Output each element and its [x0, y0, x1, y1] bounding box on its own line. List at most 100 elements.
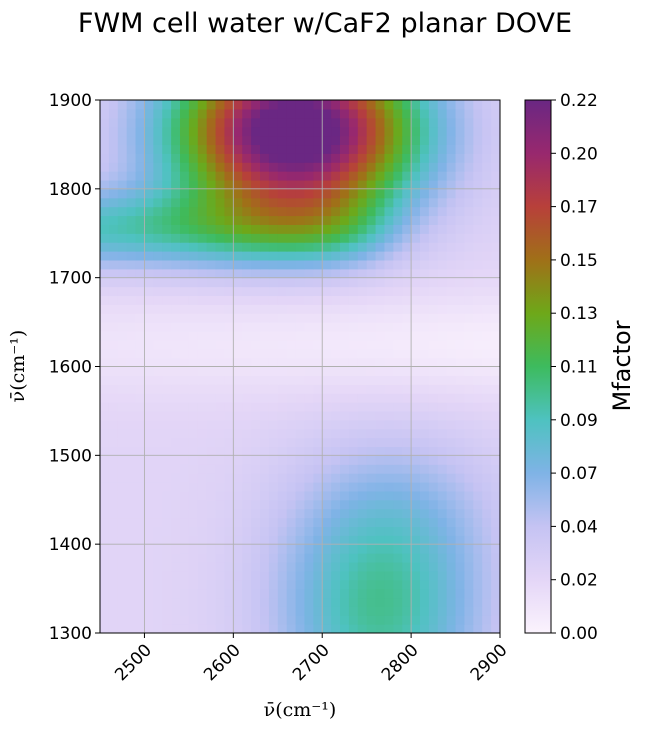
colorbar-tick-label: 0.02: [560, 571, 598, 591]
heatmap-cell: [108, 464, 119, 474]
heatmap-cell: [180, 499, 190, 510]
heatmap-cell: [277, 108, 288, 119]
heatmap-cell: [393, 553, 403, 563]
heatmap-cell: [180, 117, 190, 128]
heatmap-cell: [277, 490, 288, 501]
heatmap-cell: [197, 410, 208, 421]
heatmap-cell: [313, 393, 323, 403]
heatmap-cell: [322, 108, 332, 119]
heatmap-cell: [348, 153, 359, 163]
heatmap-cell: [171, 499, 181, 510]
heatmap-cell: [411, 517, 421, 527]
heatmap-cell: [153, 579, 163, 590]
heatmap-cell: [455, 615, 466, 625]
heatmap-cell: [331, 535, 341, 545]
heatmap-cell: [277, 339, 288, 350]
heatmap-cell: [420, 348, 430, 359]
heatmap-cell: [162, 579, 172, 590]
heatmap-cell: [402, 481, 412, 492]
heatmap-cell: [180, 588, 190, 599]
heatmap-cell: [162, 624, 172, 633]
heatmap-cell: [268, 481, 279, 492]
heatmap-cell: [233, 286, 243, 297]
heatmap-cell: [331, 419, 341, 430]
heatmap-cell: [180, 624, 190, 633]
heatmap-cell: [304, 135, 314, 146]
heatmap-cell: [366, 481, 377, 492]
heatmap-cell: [348, 402, 359, 412]
heatmap-cell: [268, 579, 279, 590]
heatmap-cell: [446, 224, 457, 234]
heatmap-cell: [446, 295, 457, 305]
heatmap-cell: [260, 242, 270, 252]
heatmap-cell: [108, 615, 119, 625]
heatmap-cell: [375, 179, 386, 190]
heatmap-cell: [100, 277, 110, 288]
heatmap-cell: [455, 606, 466, 616]
heatmap-cell: [446, 126, 457, 137]
heatmap-cell: [366, 393, 377, 403]
heatmap-cell: [482, 419, 492, 430]
heatmap-cell: [402, 171, 412, 181]
heatmap-cell: [366, 624, 377, 633]
heatmap-cell: [393, 277, 403, 288]
heatmap-cell: [108, 624, 119, 633]
heatmap-cell: [108, 579, 119, 590]
heatmap-cell: [260, 481, 270, 492]
heatmap-cell: [242, 268, 252, 279]
heatmap-cell: [437, 277, 448, 288]
heatmap-cell: [242, 117, 252, 128]
heatmap-cell: [197, 402, 208, 412]
heatmap-cell: [348, 526, 359, 536]
heatmap-cell: [126, 473, 137, 483]
heatmap-cell: [188, 544, 199, 554]
heatmap-cell: [286, 428, 297, 439]
heatmap-cell: [126, 553, 137, 563]
heatmap-cell: [420, 490, 430, 501]
heatmap-cell: [464, 588, 474, 599]
heatmap-cell: [197, 330, 208, 341]
heatmap-cell: [455, 286, 466, 297]
heatmap-cell: [286, 410, 297, 421]
heatmap-cell: [375, 126, 386, 137]
heatmap-cell: [348, 464, 359, 474]
heatmap-cell: [420, 606, 430, 616]
heatmap-cell: [322, 570, 332, 581]
heatmap-cell: [215, 473, 226, 483]
heatmap-cell: [171, 179, 181, 190]
heatmap-cell: [251, 544, 261, 554]
heatmap-cell: [197, 393, 208, 403]
heatmap-cell: [233, 117, 243, 128]
heatmap-cell: [482, 268, 492, 279]
heatmap-cell: [268, 117, 279, 128]
heatmap-cell: [313, 481, 323, 492]
heatmap-cell: [188, 153, 199, 163]
heatmap-cell: [464, 206, 474, 217]
heatmap-cell: [348, 499, 359, 510]
heatmap-cell: [153, 357, 163, 368]
heatmap-cell: [144, 437, 154, 448]
heatmap-cell: [402, 206, 412, 217]
heatmap-cell: [464, 544, 474, 554]
heatmap-cell: [446, 322, 457, 332]
heatmap-cell: [117, 366, 128, 376]
heatmap-cell: [313, 402, 323, 412]
heatmap-cell: [108, 259, 119, 270]
heatmap-cell: [313, 357, 323, 368]
heatmap-cell: [251, 171, 261, 181]
heatmap-cell: [260, 171, 270, 181]
heatmap-cell: [384, 108, 394, 119]
heatmap-cell: [464, 215, 474, 225]
heatmap-cell: [242, 446, 252, 456]
colorbar-tick-label: 0.07: [560, 464, 598, 484]
heatmap-cell: [482, 553, 492, 563]
heatmap-cell: [197, 375, 208, 385]
heatmap-cell: [180, 553, 190, 563]
heatmap-cell: [295, 171, 306, 181]
heatmap-cell: [277, 100, 288, 110]
heatmap-cell: [260, 277, 270, 288]
heatmap-cell: [340, 366, 350, 376]
heatmap-cell: [455, 428, 466, 439]
heatmap-cell: [473, 259, 483, 270]
heatmap-cell: [242, 233, 252, 243]
